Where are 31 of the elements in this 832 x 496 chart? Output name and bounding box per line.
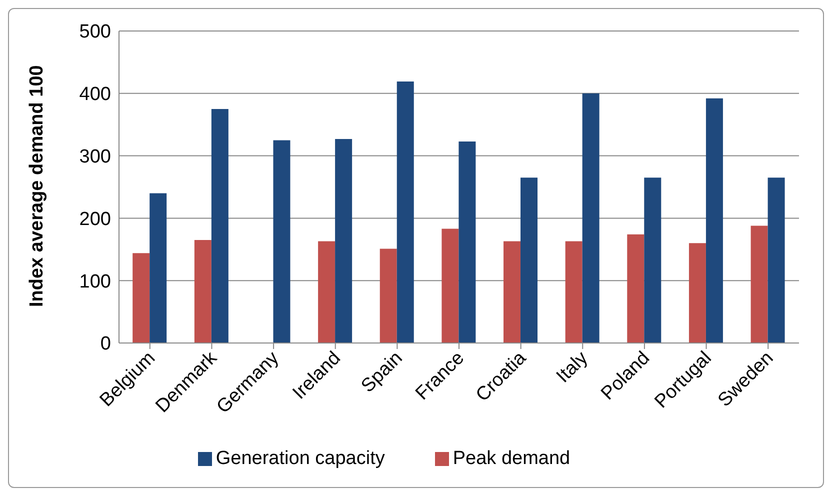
- bar: [396, 82, 414, 343]
- bar: [442, 228, 459, 343]
- y-tick-label: 300: [79, 146, 111, 168]
- y-tick-label: 500: [79, 22, 111, 43]
- y-axis-title: Index average demand 100: [26, 65, 48, 307]
- bar: [644, 178, 662, 343]
- bar: [627, 234, 644, 343]
- bar: [380, 248, 397, 343]
- bar: [768, 178, 785, 343]
- bar: [458, 141, 476, 343]
- bar: [504, 241, 521, 343]
- x-tick-label: Italy: [552, 347, 593, 388]
- bar: [150, 193, 167, 343]
- y-tick-label: 0: [100, 334, 111, 355]
- bar: [273, 140, 290, 343]
- bar: [194, 240, 212, 343]
- y-tick-label: 100: [79, 271, 111, 292]
- y-tick-label: 400: [79, 84, 111, 106]
- bar: [132, 253, 150, 343]
- bar: [706, 98, 723, 343]
- legend-label: Peak demand: [452, 448, 570, 469]
- y-tick-label: 200: [79, 208, 111, 230]
- bar: [211, 109, 228, 343]
- bar: [520, 178, 538, 343]
- bar: [750, 226, 768, 343]
- bar: [688, 243, 706, 343]
- bar: [318, 241, 336, 343]
- bar: [565, 241, 582, 343]
- bar: [335, 138, 352, 343]
- bar: [582, 93, 600, 343]
- legend-label: Generation capacity: [216, 448, 385, 469]
